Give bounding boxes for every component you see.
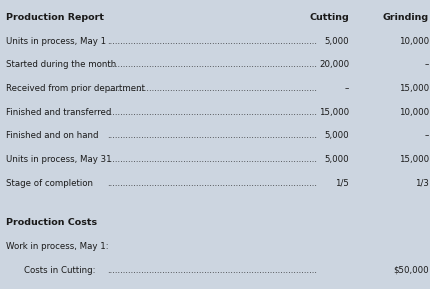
Text: Units in process, May 1: Units in process, May 1 (6, 37, 105, 46)
Text: Work in process, May 1:: Work in process, May 1: (6, 242, 108, 251)
Text: Received from prior department: Received from prior department (6, 84, 144, 93)
Text: ................................................................................: ........................................… (107, 108, 316, 117)
Text: 1/3: 1/3 (414, 179, 428, 188)
Text: 10,000: 10,000 (398, 37, 428, 46)
Text: Costs in Cutting:: Costs in Cutting: (24, 266, 95, 275)
Text: ................................................................................: ........................................… (107, 266, 316, 275)
Text: 20,000: 20,000 (318, 60, 348, 69)
Text: Production Report: Production Report (6, 13, 103, 22)
Text: ................................................................................: ........................................… (107, 84, 316, 93)
Text: Finished and transferred: Finished and transferred (6, 108, 111, 117)
Text: ................................................................................: ........................................… (107, 37, 316, 46)
Text: 15,000: 15,000 (398, 155, 428, 164)
Text: 5,000: 5,000 (324, 131, 348, 140)
Text: Grinding: Grinding (382, 13, 428, 22)
Text: Started during the month: Started during the month (6, 60, 116, 69)
Text: 5,000: 5,000 (324, 155, 348, 164)
Text: Production Costs: Production Costs (6, 218, 96, 227)
Text: ................................................................................: ........................................… (107, 131, 316, 140)
Text: 15,000: 15,000 (398, 84, 428, 93)
Text: $50,000: $50,000 (392, 266, 428, 275)
Text: ................................................................................: ........................................… (107, 60, 316, 69)
Text: –: – (424, 60, 428, 69)
Text: Finished and on hand: Finished and on hand (6, 131, 98, 140)
Text: 1/5: 1/5 (335, 179, 348, 188)
Text: –: – (424, 131, 428, 140)
Text: –: – (344, 84, 348, 93)
Text: Units in process, May 31: Units in process, May 31 (6, 155, 111, 164)
Text: Cutting: Cutting (309, 13, 348, 22)
Text: ................................................................................: ........................................… (107, 179, 316, 188)
Text: ................................................................................: ........................................… (107, 155, 316, 164)
Text: 5,000: 5,000 (324, 37, 348, 46)
Text: 10,000: 10,000 (398, 108, 428, 117)
Text: Stage of completion: Stage of completion (6, 179, 92, 188)
Text: 15,000: 15,000 (318, 108, 348, 117)
